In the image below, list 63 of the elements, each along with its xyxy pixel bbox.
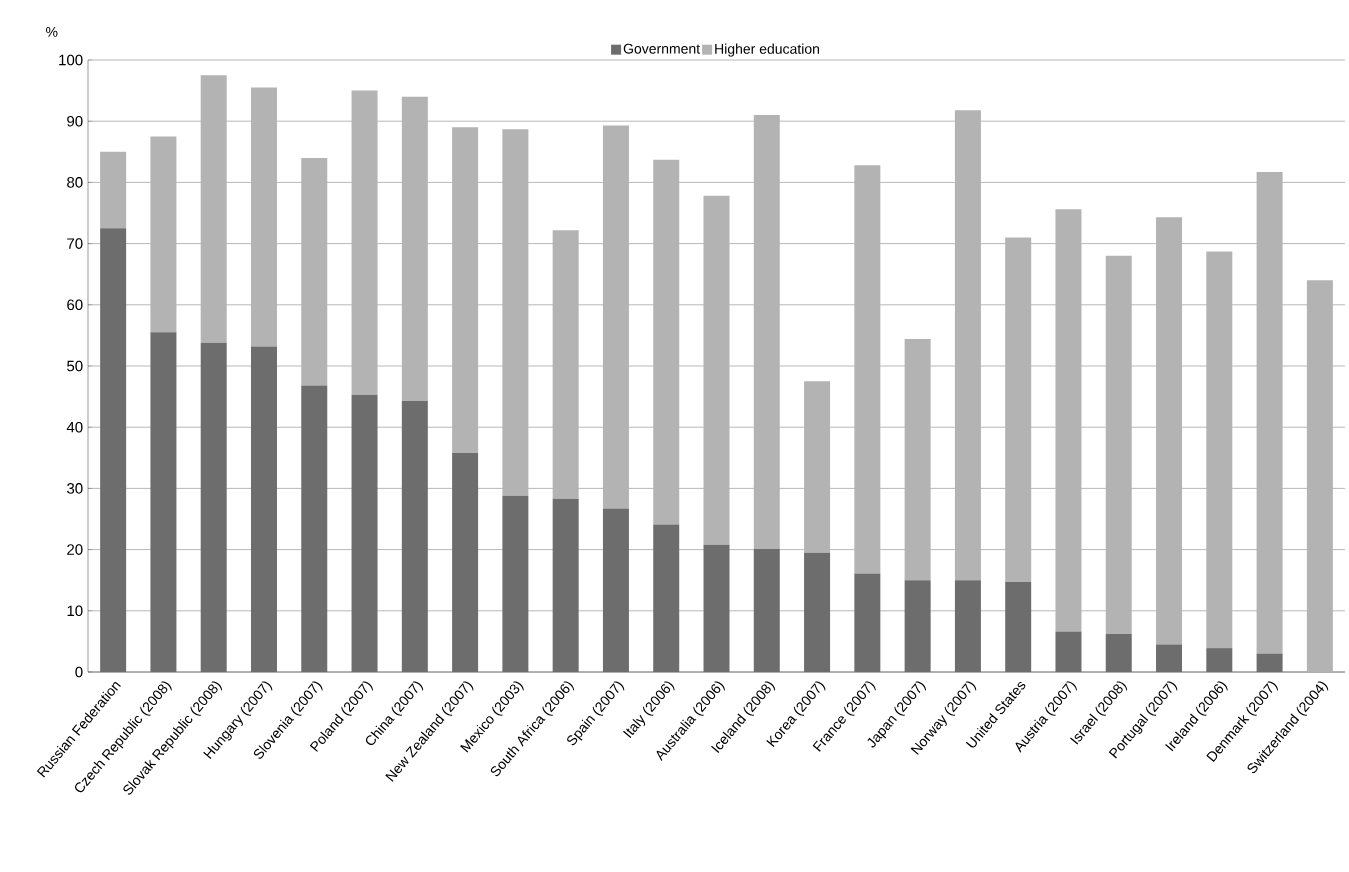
y-tick-label: 40: [66, 421, 83, 433]
bar: [1156, 217, 1183, 645]
bar: [753, 115, 780, 549]
legend-label: Government: [623, 43, 700, 54]
y-tick-label: 60: [67, 299, 83, 311]
bar: [1256, 171, 1283, 654]
bar: [602, 508, 629, 672]
bar: [200, 342, 227, 672]
bar: [401, 96, 428, 401]
bar: [452, 452, 479, 672]
bar: [1105, 255, 1132, 635]
bar: [1156, 644, 1183, 672]
bar: [1256, 653, 1283, 672]
y-tick-label: 10: [67, 605, 83, 617]
bar: [954, 580, 981, 672]
bar: [150, 332, 177, 672]
bar: [653, 159, 680, 525]
bar: [401, 400, 428, 672]
legend-label: Higher education: [715, 43, 819, 57]
bar: [552, 230, 579, 499]
bar: [502, 495, 529, 672]
y-tick-label: 20: [67, 544, 83, 555]
bar: [804, 552, 831, 672]
bar: [854, 573, 881, 672]
y-tick-label: 0: [75, 666, 83, 678]
bar: [250, 87, 277, 347]
bar: [602, 125, 629, 509]
bar: [1005, 582, 1032, 672]
y-axis-title: %: [46, 26, 58, 37]
bar: [703, 544, 730, 672]
bar: [502, 129, 529, 496]
bar: [1306, 280, 1333, 672]
bar: [1206, 648, 1233, 672]
bar: [301, 385, 328, 672]
bar: [100, 151, 127, 229]
bar: [753, 548, 780, 672]
y-tick-label: 30: [67, 483, 83, 494]
bar: [1055, 209, 1082, 632]
bar: [1055, 631, 1082, 672]
bar: [250, 346, 277, 672]
y-tick-label: 90: [67, 115, 83, 127]
bar: [1206, 251, 1233, 649]
bar: [301, 157, 328, 386]
y-tick-label: 80: [67, 177, 83, 188]
bar: [653, 524, 680, 672]
bar: [954, 110, 981, 581]
bar: [1005, 237, 1032, 583]
y-tick-label: 70: [67, 238, 83, 249]
bar: [1105, 634, 1132, 672]
bar: [452, 127, 479, 453]
bar: [703, 195, 730, 545]
bar: [150, 136, 177, 333]
bar: [200, 75, 227, 343]
bar: [351, 394, 378, 672]
bar: [904, 580, 931, 672]
y-tick-label: 100: [59, 54, 83, 66]
bar: [552, 498, 579, 672]
bar: [904, 339, 931, 581]
bar: [100, 228, 127, 672]
bar: [351, 90, 378, 395]
bar: [854, 165, 881, 574]
y-tick-label: 50: [67, 360, 83, 372]
bar: [804, 381, 831, 553]
